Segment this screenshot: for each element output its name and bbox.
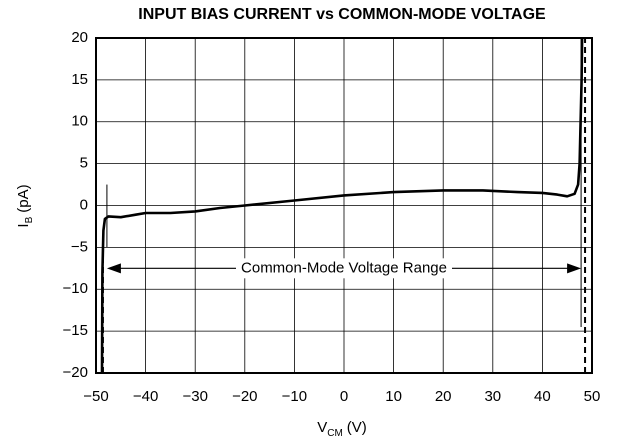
x-tick-label: 0 — [340, 388, 348, 405]
x-tick-label: 40 — [534, 388, 551, 405]
x-label-sub: CM — [327, 428, 343, 439]
x-tick-label: 20 — [435, 388, 452, 405]
x-tick-label: −20 — [232, 388, 257, 405]
y-label-sub: B — [24, 216, 35, 223]
x-axis-label: VCM (V) — [317, 419, 367, 439]
y-tick-label: −15 — [63, 322, 88, 339]
y-tick-label: −5 — [71, 238, 88, 255]
y-tick-label: 10 — [71, 113, 88, 130]
x-tick-label: −10 — [282, 388, 307, 405]
data-line — [100, 37, 584, 374]
x-tick-label: −40 — [133, 388, 158, 405]
y-tick-label: 20 — [71, 29, 88, 46]
y-tick-label: 5 — [80, 155, 88, 172]
arrow-head — [106, 263, 121, 274]
y-tick-label: −20 — [63, 364, 88, 381]
plot-border — [95, 37, 593, 374]
y-label-main: I — [15, 223, 32, 227]
x-label-main: V — [317, 419, 327, 436]
x-tick-label: −50 — [83, 388, 108, 405]
x-tick-label: −30 — [182, 388, 207, 405]
chart-title: INPUT BIAS CURRENT vs COMMON-MODE VOLTAG… — [138, 6, 546, 23]
arrow-label-bg — [236, 258, 452, 279]
x-tick-label: 10 — [385, 388, 402, 405]
annotation: Common-Mode Voltage Range — [241, 259, 447, 276]
x-label-unit: (V) — [347, 419, 367, 436]
y-tick-label: 15 — [71, 71, 88, 88]
x-tick-label: 50 — [584, 388, 601, 405]
x-tick-label: 30 — [484, 388, 501, 405]
y-tick-label: 0 — [80, 196, 88, 213]
y-label-unit: (pA) — [15, 184, 32, 212]
arrow-head — [567, 263, 582, 274]
y-axis-label: IB (pA) — [15, 184, 35, 227]
y-tick-label: −10 — [63, 280, 88, 297]
